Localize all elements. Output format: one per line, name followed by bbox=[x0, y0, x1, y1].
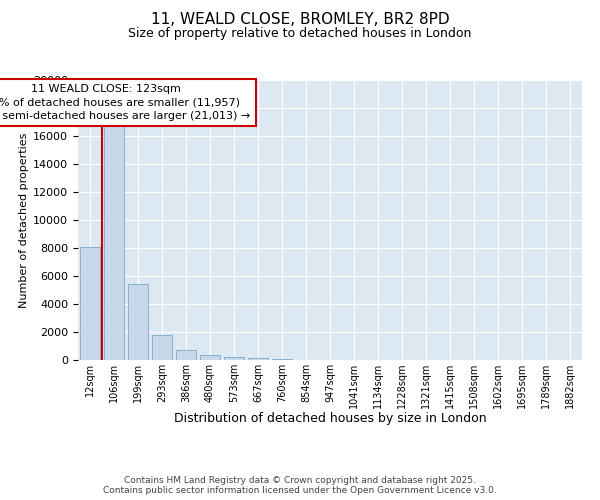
Bar bbox=[80, 246, 100, 360]
Bar bbox=[200, 355, 220, 360]
Bar bbox=[152, 335, 172, 360]
Text: 11 WEALD CLOSE: 123sqm
← 36% of detached houses are smaller (11,957)
63% of semi: 11 WEALD CLOSE: 123sqm ← 36% of detached… bbox=[0, 84, 251, 120]
Text: Size of property relative to detached houses in London: Size of property relative to detached ho… bbox=[128, 28, 472, 40]
Bar bbox=[248, 358, 268, 360]
Text: 11, WEALD CLOSE, BROMLEY, BR2 8PD: 11, WEALD CLOSE, BROMLEY, BR2 8PD bbox=[151, 12, 449, 28]
Y-axis label: Number of detached properties: Number of detached properties bbox=[19, 132, 29, 308]
Bar bbox=[104, 126, 124, 360]
Bar bbox=[128, 284, 148, 360]
Bar bbox=[272, 359, 292, 360]
Bar bbox=[224, 357, 244, 360]
Bar bbox=[176, 350, 196, 360]
Text: Contains HM Land Registry data © Crown copyright and database right 2025.
Contai: Contains HM Land Registry data © Crown c… bbox=[103, 476, 497, 495]
X-axis label: Distribution of detached houses by size in London: Distribution of detached houses by size … bbox=[173, 412, 487, 426]
